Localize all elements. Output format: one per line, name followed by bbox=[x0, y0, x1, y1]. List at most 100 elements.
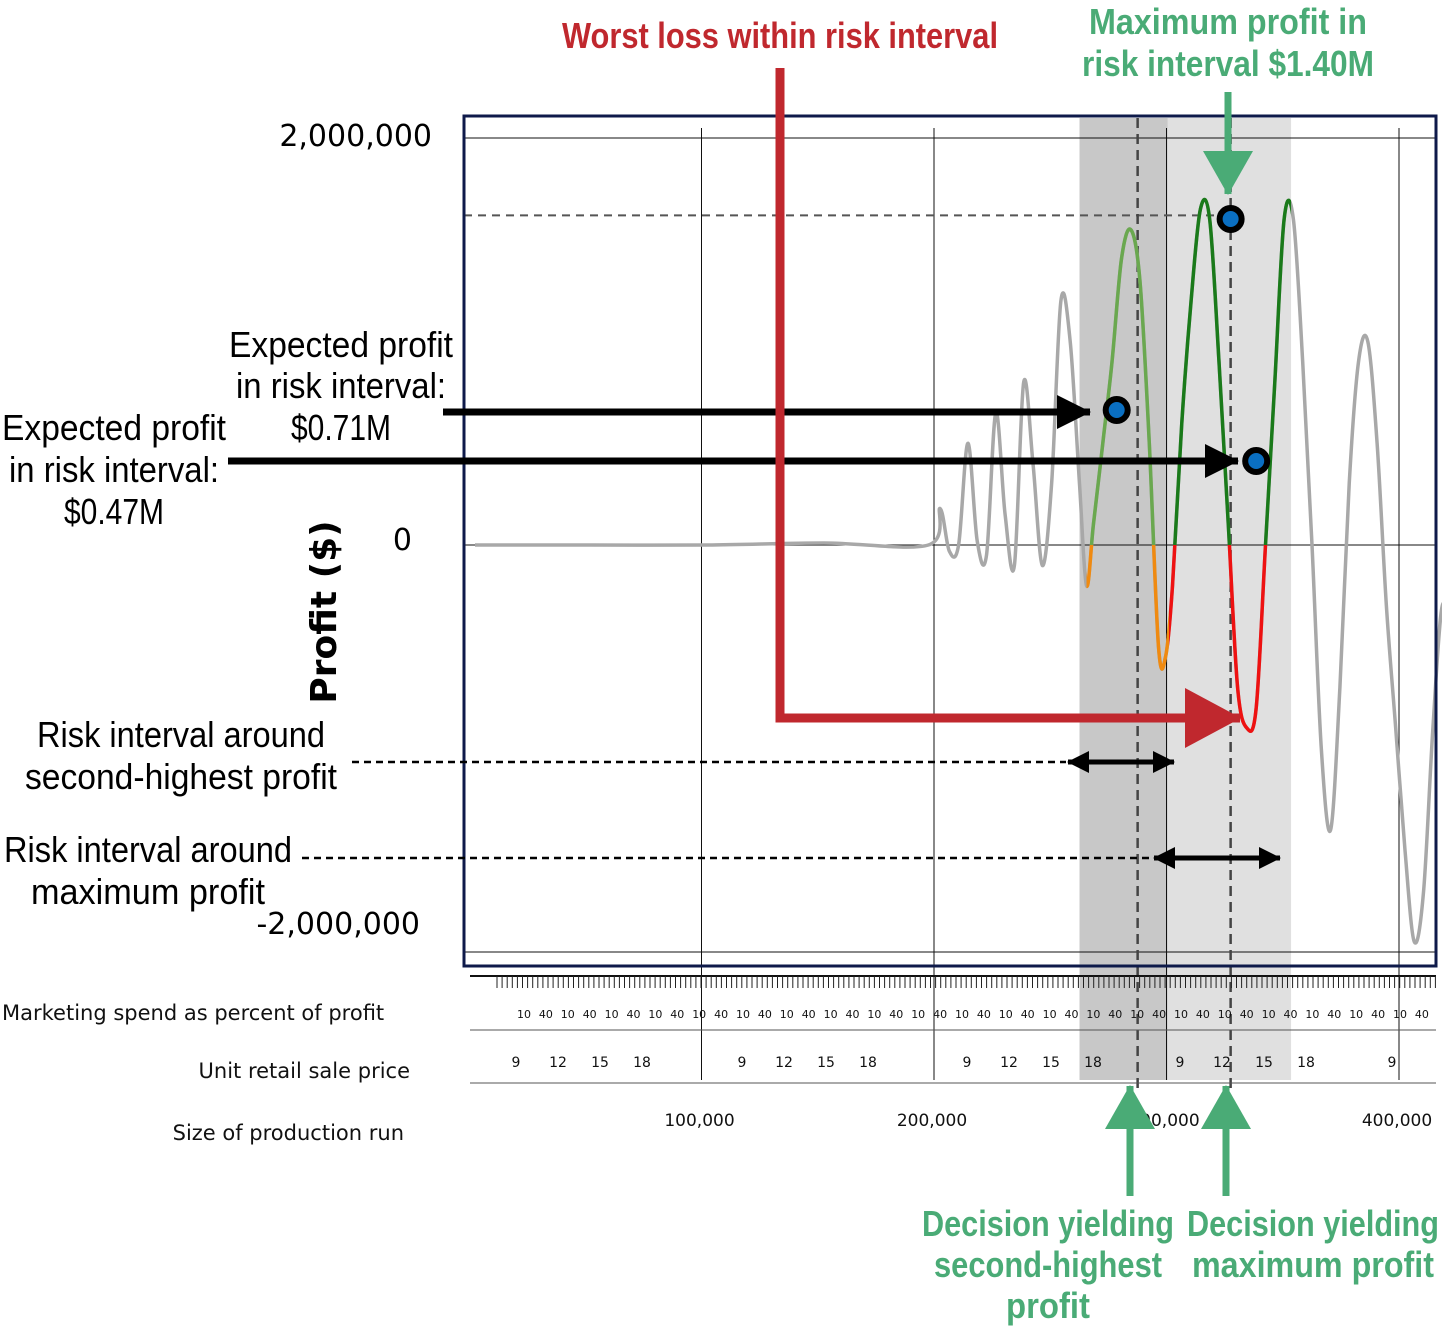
production-tick-label: 200,000 bbox=[897, 1111, 967, 1131]
expected-071-label-line1: Expected profit bbox=[229, 324, 453, 365]
max-profit-label-line1: Maximum profit in bbox=[1089, 1, 1367, 42]
marketing-tick-label: 40 bbox=[933, 1008, 947, 1021]
y-tick-labels: 2,000,000 0 -2,000,000 bbox=[256, 119, 432, 942]
marketing-tick-label: 40 bbox=[670, 1008, 684, 1021]
marketing-tick-label: 10 bbox=[692, 1008, 706, 1021]
price-tick-label: 12 bbox=[1000, 1055, 1018, 1071]
marketing-tick-label: 40 bbox=[1108, 1008, 1122, 1021]
expected-047-label-line3: $0.47M bbox=[64, 491, 164, 532]
x-row-label-production: Size of production run bbox=[173, 1121, 404, 1145]
marketing-tick-label: 10 bbox=[648, 1008, 662, 1021]
plot-border bbox=[462, 114, 1438, 968]
marketing-tick-label: 40 bbox=[1415, 1008, 1429, 1021]
price-tick-label: 9 bbox=[1176, 1055, 1185, 1071]
marketing-tick-label: 40 bbox=[714, 1008, 728, 1021]
y-tick-label: -2,000,000 bbox=[256, 907, 420, 942]
y-tick-label: 2,000,000 bbox=[279, 119, 432, 154]
interval-second-negative bbox=[1086, 545, 1170, 671]
marketing-tick-label: 40 bbox=[1196, 1008, 1210, 1021]
risk-second-label-line1: Risk interval around bbox=[37, 714, 325, 755]
risk-interval-shading bbox=[1079, 118, 1292, 1080]
marketing-tick-label: 40 bbox=[627, 1008, 641, 1021]
marketing-tick-label: 10 bbox=[1262, 1008, 1276, 1021]
price-tick-label: 12 bbox=[775, 1055, 793, 1071]
marketing-tick-label: 40 bbox=[1240, 1008, 1254, 1021]
interval-second-positive bbox=[1089, 227, 1156, 545]
marketing-tick-label: 10 bbox=[867, 1008, 881, 1021]
x-axis-rows: 10 40 10 40 10 40 10 40 10 40 10 40 10 40 10 40 10 40 10 40… bbox=[470, 975, 1436, 1131]
marketing-tick-label: 10 bbox=[736, 1008, 750, 1021]
marketing-tick-label: 10 bbox=[1305, 1008, 1319, 1021]
expected-047-label-line2: in risk interval: bbox=[9, 449, 219, 490]
risk-max-label-line2: maximum profit bbox=[31, 871, 265, 912]
expected-047-label-line1: Expected profit bbox=[2, 407, 226, 448]
marketing-tick-label: 40 bbox=[583, 1008, 597, 1021]
marketing-tick-label: 40 bbox=[539, 1008, 553, 1021]
decision-second-label-line2: second-highest bbox=[934, 1244, 1162, 1285]
price-tick-label: 15 bbox=[591, 1055, 609, 1071]
marketing-tick-label: 10 bbox=[1218, 1008, 1232, 1021]
profit-curve bbox=[474, 197, 1442, 945]
marketing-tick-label: 40 bbox=[1371, 1008, 1385, 1021]
decision-second-label-line3: profit bbox=[1006, 1285, 1090, 1326]
marketing-tick-label: 40 bbox=[846, 1008, 860, 1021]
y-axis-title: Profit ($) bbox=[304, 520, 345, 703]
annotation-arrows bbox=[228, 68, 1281, 1196]
gridlines bbox=[464, 118, 1436, 1090]
price-tick-label: 15 bbox=[1255, 1055, 1273, 1071]
price-tick-label: 18 bbox=[1297, 1055, 1315, 1071]
max-profit-label-line2: risk interval $1.40M bbox=[1082, 43, 1374, 84]
marketing-tick-label: 10 bbox=[780, 1008, 794, 1021]
marketing-tick-label: 10 bbox=[999, 1008, 1013, 1021]
marketing-tick-label: 40 bbox=[889, 1008, 903, 1021]
y-tick-label: 0 bbox=[393, 523, 412, 558]
marketing-tick-label: 10 bbox=[911, 1008, 925, 1021]
marketing-tick-label: 40 bbox=[1284, 1008, 1298, 1021]
price-tick-label: 15 bbox=[817, 1055, 835, 1071]
marketing-tick-label: 10 bbox=[824, 1008, 838, 1021]
marketing-tick-label: 10 bbox=[561, 1008, 575, 1021]
marketing-tick-label: 10 bbox=[1043, 1008, 1057, 1021]
price-tick-label: 12 bbox=[549, 1055, 567, 1071]
x-row-label-price: Unit retail sale price bbox=[199, 1059, 410, 1083]
decision-max-label-line1: Decision yielding bbox=[1187, 1203, 1439, 1244]
price-tick-label: 18 bbox=[859, 1055, 877, 1071]
price-tick-label: 18 bbox=[633, 1055, 651, 1071]
price-tick-label: 9 bbox=[738, 1055, 747, 1071]
marketing-tick-label: 40 bbox=[802, 1008, 816, 1021]
decision-second-label-line1: Decision yielding bbox=[922, 1203, 1174, 1244]
x-row-label-marketing: Marketing spend as percent of profit bbox=[2, 1001, 384, 1025]
marketing-tick-label: 10 bbox=[1349, 1008, 1363, 1021]
worst-loss-arrow bbox=[775, 68, 1241, 748]
marketing-tick-label: 40 bbox=[1021, 1008, 1035, 1021]
price-tick-label: 9 bbox=[1388, 1055, 1397, 1071]
production-tick-label: 100,000 bbox=[664, 1111, 734, 1131]
marketing-tick-label: 10 bbox=[517, 1008, 531, 1021]
expected-071-label-line3: $0.71M bbox=[291, 407, 391, 448]
expected-profit-0.71M bbox=[1102, 396, 1131, 424]
marketing-tick-label: 10 bbox=[1086, 1008, 1100, 1021]
production-tick-label: 400,000 bbox=[1362, 1111, 1432, 1131]
price-tick-label: 12 bbox=[1213, 1055, 1231, 1071]
marketing-tick-label: 10 bbox=[605, 1008, 619, 1021]
production-tick-label: 300,000 bbox=[1129, 1111, 1199, 1131]
risk-interval-second-highest bbox=[1079, 118, 1168, 1080]
price-tick-label: 18 bbox=[1084, 1055, 1102, 1071]
interval-max-positive bbox=[1173, 197, 1292, 545]
marketing-tick-label: 40 bbox=[977, 1008, 991, 1021]
price-tick-label: 15 bbox=[1042, 1055, 1060, 1071]
plot-frame bbox=[462, 114, 1438, 968]
worst-loss-label: Worst loss within risk interval bbox=[562, 15, 998, 56]
marketing-tick-label: 40 bbox=[1152, 1008, 1166, 1021]
expected-071-label-line2: in risk interval: bbox=[236, 365, 446, 406]
marketing-tick-label: 40 bbox=[1327, 1008, 1341, 1021]
price-tick-label: 9 bbox=[963, 1055, 972, 1071]
price-tick-label: 9 bbox=[512, 1055, 521, 1071]
x-axis-row-labels: Marketing spend as percent of profit Uni… bbox=[2, 1001, 410, 1145]
marketing-tick-label: 40 bbox=[758, 1008, 772, 1021]
interval-max-negative bbox=[1169, 545, 1268, 733]
profit-curve-line bbox=[474, 197, 1442, 945]
risk-max-label-line1: Risk interval around bbox=[4, 829, 292, 870]
